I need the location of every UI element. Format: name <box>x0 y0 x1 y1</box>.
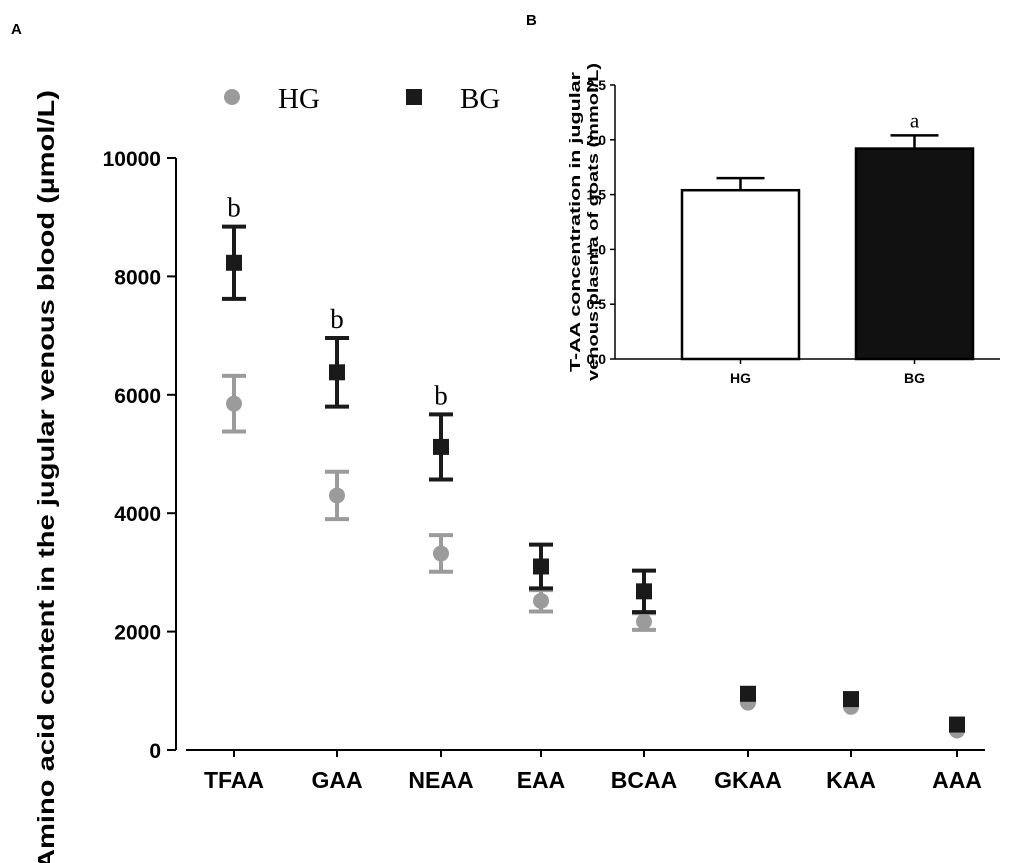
chart-b-taa-bar: 0.0 0.5 1.0 1.5 2.0 2.5 HG BG a T-AA concentratio… <box>567 63 1000 386</box>
x-category-label: GAA <box>311 767 362 793</box>
b-y-axis-label-line2: venous plasma of goats (mmol/L) <box>585 63 602 381</box>
x-category-label: KAA <box>826 767 876 793</box>
point-hg <box>433 545 449 562</box>
y-tick-label: 10000 <box>103 148 161 171</box>
point-bg <box>740 685 756 702</box>
x-category-label: BCAA <box>611 767 677 793</box>
y-tick-label: 2000 <box>114 622 161 645</box>
point-hg <box>226 395 242 412</box>
y-tick-label: 4000 <box>114 503 161 526</box>
point-bg <box>226 254 242 271</box>
x-category-label: GKAA <box>714 767 782 793</box>
b-y-tick-label: 0.0 <box>587 351 607 367</box>
point-hg <box>329 487 345 504</box>
x-category-label: NEAA <box>408 767 473 793</box>
b-y-tick-label: 1.0 <box>587 241 607 257</box>
point-bg <box>433 438 449 455</box>
b-y-tick-label: 0.5 <box>587 296 607 312</box>
legend-label-bg: BG <box>460 83 500 115</box>
point-bg <box>843 691 859 708</box>
x-category-label: AAA <box>932 767 982 793</box>
b-y-tick-label: 1.5 <box>587 187 607 203</box>
panel-b-label: B <box>526 12 537 29</box>
b-significance-letter: a <box>910 108 920 132</box>
significance-letter: b <box>330 304 344 334</box>
panel-a-label: A <box>11 21 22 38</box>
point-hg <box>636 613 652 630</box>
legend-marker-bg <box>406 89 422 105</box>
y-tick-label: 6000 <box>114 385 161 408</box>
point-bg <box>329 364 345 381</box>
b-x-category-label: BG <box>904 370 925 386</box>
legend-marker-hg <box>224 89 240 105</box>
point-bg <box>636 583 652 600</box>
bar-hg <box>680 188 801 361</box>
point-bg <box>533 558 549 575</box>
b-y-tick-label: 2.5 <box>587 77 607 93</box>
y-tick-label: 0 <box>149 740 161 763</box>
point-bg <box>949 716 965 733</box>
point-hg <box>533 592 549 609</box>
x-category-label: EAA <box>517 767 566 793</box>
x-category-label: TFAA <box>204 767 264 793</box>
y-axis-label: Amino acid content in the jugular venous… <box>33 90 59 863</box>
b-x-category-label: HG <box>730 370 751 386</box>
significance-letter: b <box>227 193 241 223</box>
bar-bg <box>854 147 975 361</box>
b-y-tick-label: 2.0 <box>587 132 607 148</box>
y-tick-label: 8000 <box>114 266 161 289</box>
chart-a-amino-acid-scatter: 0 2000 4000 6000 8000 10000 TFAA GAA NEAA EAA BCAA… <box>33 83 985 863</box>
legend-label-hg: HG <box>278 83 320 115</box>
b-y-axis-label-line1: T-AA concentration in jugular <box>567 72 584 372</box>
significance-letter: b <box>434 380 448 410</box>
